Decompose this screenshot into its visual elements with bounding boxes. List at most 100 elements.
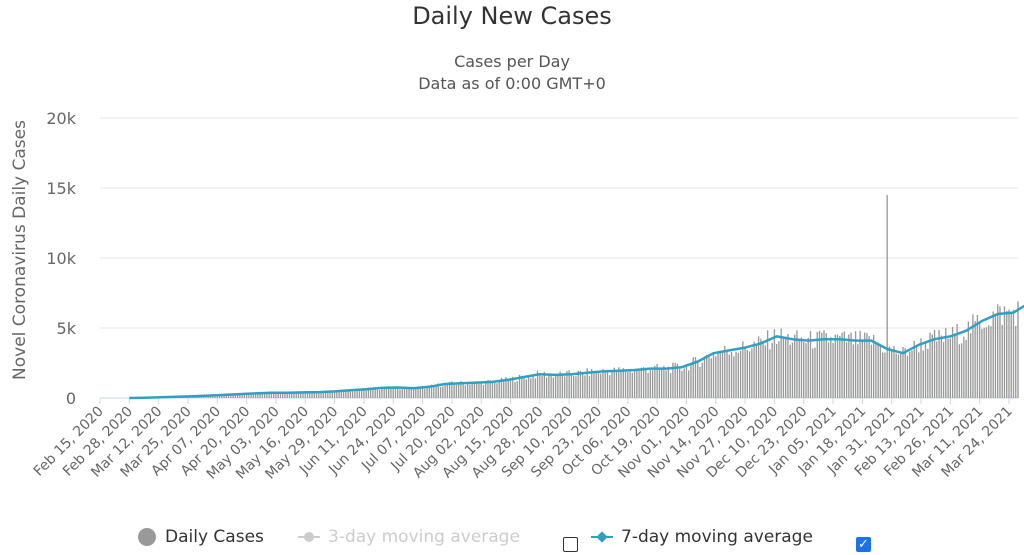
daily-case-bar [614,368,615,398]
daily-case-bar [663,366,664,398]
daily-case-bar [945,328,946,398]
daily-case-bar [893,346,894,398]
daily-case-bar [386,389,387,398]
daily-case-bar [629,369,630,398]
daily-case-bar [320,393,321,398]
daily-case-bar [338,391,339,398]
daily-case-bar [916,346,917,398]
daily-case-bar [814,348,815,398]
daily-case-bar [907,356,908,398]
daily-case-bar [275,393,276,398]
daily-case-bar [641,368,642,398]
daily-case-bar [857,344,858,398]
daily-case-bar [986,327,987,398]
daily-case-bar [837,334,838,398]
daily-case-bar [600,374,601,398]
daily-case-bar [471,383,472,398]
daily-case-bar [433,386,434,398]
daily-case-bar [365,390,366,398]
daily-case-bar [999,306,1000,398]
daily-case-bar [413,389,414,398]
daily-case-bar [1011,314,1012,398]
daily-case-bar [596,371,597,398]
daily-case-bar [517,381,518,398]
daily-case-bar [478,382,479,398]
daily-case-bar [731,352,732,398]
daily-case-bar [724,346,725,398]
daily-case-bar [467,383,468,398]
daily-case-bar [359,390,360,398]
daily-case-bar [548,375,549,398]
daily-case-bar [514,382,515,398]
daily-case-bar [961,343,962,398]
daily-case-bar [753,342,754,398]
daily-case-bar [546,377,547,398]
daily-case-bar [684,368,685,398]
daily-case-bar [887,195,888,398]
daily-case-bar [697,362,698,398]
daily-case-bar [399,389,400,398]
daily-case-bar [704,356,705,398]
daily-case-bar [634,371,635,398]
legend-item-daily-cases[interactable]: Daily Cases [138,527,264,547]
daily-case-bar [918,352,919,398]
daily-case-bar [938,330,939,398]
daily-case-bar [465,385,466,398]
daily-case-bar [485,381,486,398]
daily-case-bar [670,373,671,398]
legend-item-3-day-average[interactable]: 3-day moving average [298,527,520,547]
daily-case-bar [496,383,497,398]
daily-case-bar [494,381,495,398]
daily-case-bar [636,369,637,398]
daily-case-bar [720,352,721,398]
legend-item-7-day-average[interactable]: 7-day moving average [591,527,813,547]
daily-case-bar [997,304,998,398]
daily-case-bar [968,322,969,398]
daily-case-bar [993,312,994,398]
7-day-average-marker-icon [591,531,613,543]
daily-case-bar [650,370,651,398]
daily-case-bar [785,337,786,398]
daily-case-bar [402,387,403,398]
daily-case-bar [654,366,655,398]
daily-case-bar [914,341,915,398]
daily-case-bar [575,376,576,398]
daily-case-bar [799,341,800,398]
daily-case-bar [447,384,448,398]
daily-case-bar [758,336,759,398]
daily-case-bar [593,373,594,398]
daily-case-bar [541,376,542,398]
daily-case-bar [532,375,533,398]
daily-case-bar [844,331,845,398]
daily-case-bar [318,393,319,398]
daily-case-bar [347,391,348,398]
daily-case-bar [377,390,378,398]
daily-case-bar [756,344,757,398]
daily-case-bar [936,341,937,398]
daily-case-bar [702,363,703,398]
daily-case-bar [979,321,980,398]
daily-case-bar [503,381,504,398]
daily-case-bar [584,375,585,398]
7-day-average-checkbox[interactable]: ✓ [856,537,871,552]
daily-case-bar [902,347,903,398]
daily-case-bar [706,355,707,398]
daily-case-bar [900,354,901,398]
daily-case-bar [871,345,872,398]
daily-case-bar [305,393,306,398]
daily-case-bar [877,344,878,398]
daily-case-bar [1004,306,1005,398]
daily-case-bar [289,393,290,398]
daily-case-bar [577,371,578,398]
daily-case-bar [801,337,802,398]
daily-case-bar [602,369,603,398]
daily-case-bar [661,368,662,398]
daily-case-bar [866,333,867,398]
daily-case-bar [627,372,628,398]
3-day-average-checkbox[interactable] [563,537,578,552]
daily-case-bar [510,378,511,398]
daily-case-bar [952,327,953,398]
daily-case-bar [713,353,714,398]
daily-case-bar [850,332,851,398]
daily-case-bar [808,338,809,398]
